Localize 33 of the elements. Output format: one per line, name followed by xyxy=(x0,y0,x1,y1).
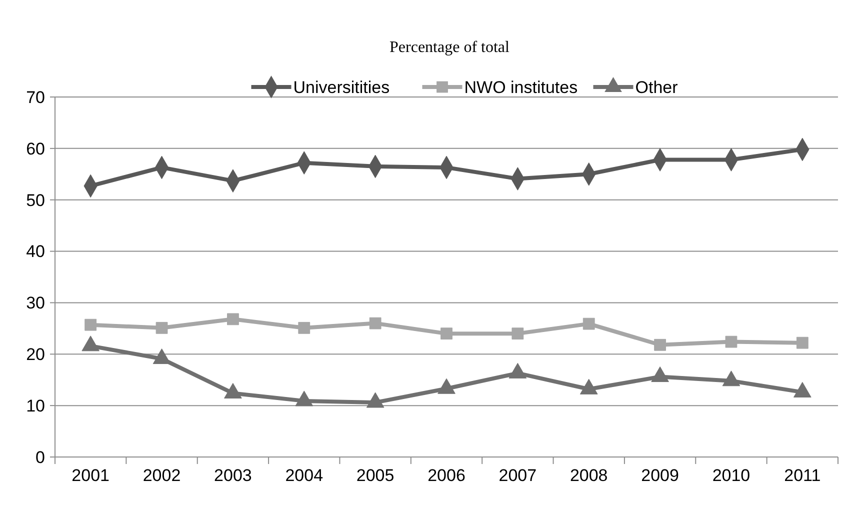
x-tick-label: 2006 xyxy=(428,466,466,485)
y-tick-label: 70 xyxy=(26,88,45,107)
x-tick-label: 2008 xyxy=(570,466,608,485)
y-tick-label: 0 xyxy=(36,448,45,467)
x-tick-label: 2009 xyxy=(641,466,679,485)
point xyxy=(651,366,669,382)
x-tick-label: 2007 xyxy=(498,466,537,485)
point xyxy=(224,382,242,398)
point xyxy=(82,336,100,352)
point xyxy=(508,362,527,378)
x-tick-label: 2002 xyxy=(142,466,181,485)
point xyxy=(722,370,740,386)
point xyxy=(295,390,314,406)
legend-label: NWO institutes xyxy=(464,78,578,97)
point xyxy=(438,378,456,394)
x-tick-label: 2011 xyxy=(784,466,821,485)
x-tick-label: 2004 xyxy=(285,466,324,485)
legend-label: Other xyxy=(635,78,678,97)
x-tick-label: 2001 xyxy=(72,466,110,485)
y-tick-label: 10 xyxy=(26,396,45,416)
point xyxy=(366,392,384,408)
chart-title: Percentage of total xyxy=(390,39,510,56)
point xyxy=(793,382,812,398)
point xyxy=(580,378,598,394)
y-tick-label: 20 xyxy=(26,345,45,364)
y-tick-label: 50 xyxy=(26,190,45,210)
y-tick-label: 60 xyxy=(26,139,45,158)
y-tick-label: 30 xyxy=(26,294,45,313)
x-tick-label: 2005 xyxy=(356,466,394,485)
x-tick-label: 2010 xyxy=(712,466,750,485)
legend-label: Universitities xyxy=(293,78,390,97)
x-tick-label: 2003 xyxy=(214,466,252,485)
y-tick-label: 40 xyxy=(26,242,45,262)
